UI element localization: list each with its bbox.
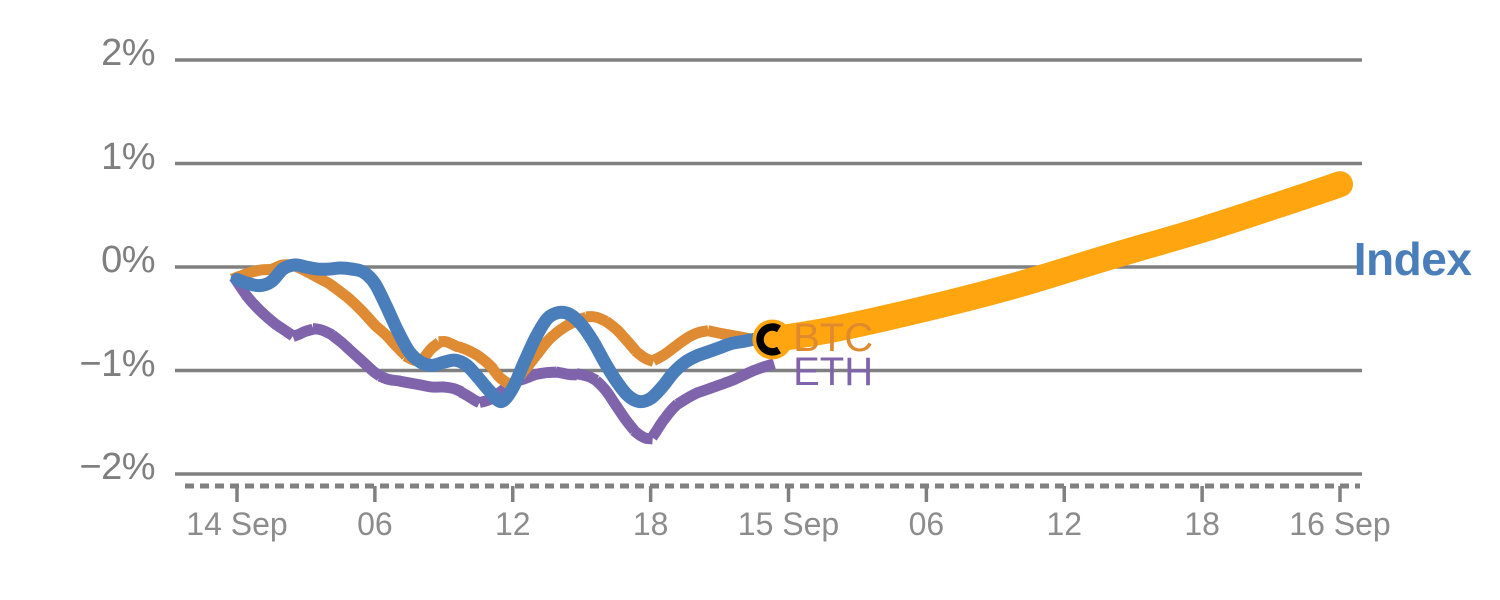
x-tick-label: 06 xyxy=(357,506,393,542)
data-series xyxy=(229,171,1353,444)
x-tick-label: 06 xyxy=(908,506,945,542)
series-line-index-forecast xyxy=(759,171,1353,353)
series-label-index: Index xyxy=(1353,232,1472,285)
y-tick-label: 1% xyxy=(101,135,155,178)
x-axis-ticks xyxy=(235,486,1342,502)
x-tick-label: 15 Sep xyxy=(737,506,840,542)
x-tick-label: 14 Sep xyxy=(186,506,288,542)
marker-open-ring xyxy=(756,323,781,356)
data-markers xyxy=(752,319,793,360)
x-tick-label: 16 Sep xyxy=(1289,506,1391,542)
x-tick-label: 18 xyxy=(632,506,669,542)
y-tick-label: −2% xyxy=(79,446,155,488)
x-tick-label: 18 xyxy=(1184,506,1220,542)
series-label-eth: ETH xyxy=(793,349,874,394)
series-label-btc: BTC xyxy=(793,315,874,360)
x-tick-label: 12 xyxy=(494,506,531,542)
x-tick-label: 12 xyxy=(1046,506,1083,542)
y-tick-label: 0% xyxy=(101,239,155,281)
series-line-index-history xyxy=(230,258,779,409)
y-tick-label: −1% xyxy=(79,342,155,385)
series-line-btc xyxy=(229,259,778,389)
y-tick-label: 2% xyxy=(101,32,155,74)
